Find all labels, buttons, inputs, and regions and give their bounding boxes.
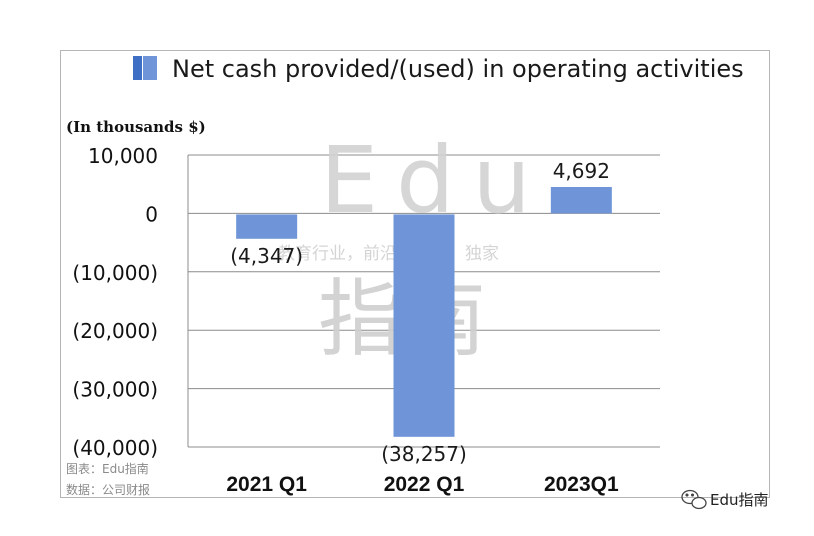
- legend-label: Net cash provided/(used) in operating ac…: [172, 55, 744, 83]
- brand: Edu指南: [681, 489, 769, 510]
- watermark-tagline: 教育行业，前沿、深度、独家: [278, 244, 499, 264]
- legend-swatch-dark: [133, 56, 142, 80]
- legend-swatch: [143, 56, 157, 80]
- bars: [236, 186, 612, 437]
- x-tick-label: 2021 Q1: [226, 473, 307, 496]
- source-line-1: 图表：Edu指南: [66, 461, 149, 476]
- data-label: 4,692: [553, 159, 610, 183]
- y-tick-label: 0: [145, 202, 158, 226]
- y-axis-ticks: 10,000 0 (10,000) (20,000) (30,000) (40,000): [72, 144, 158, 460]
- y-tick-label: (10,000): [72, 261, 158, 285]
- y-tick-label: 10,000: [88, 144, 158, 168]
- x-axis-ticks: 2021 Q1 2022 Q1 2023Q1: [226, 473, 619, 496]
- data-labels: (4,347) (38,257) 4,692: [230, 159, 610, 466]
- wechat-icon: [681, 489, 707, 510]
- data-label: (38,257): [381, 442, 467, 466]
- bar-1: [236, 214, 298, 239]
- unit-label: (In thousands $): [66, 118, 206, 136]
- x-tick-label: 2022 Q1: [384, 473, 465, 496]
- x-tick-label: 2023Q1: [544, 473, 619, 496]
- bar-3: [550, 186, 612, 214]
- legend: Net cash provided/(used) in operating ac…: [133, 55, 744, 83]
- y-tick-label: (30,000): [72, 378, 158, 402]
- y-tick-label: (40,000): [72, 436, 158, 460]
- bar-2: [393, 214, 455, 437]
- source-line-2: 数据：公司财报: [66, 482, 150, 497]
- y-tick-label: (20,000): [72, 319, 158, 343]
- brand-text: Edu指南: [710, 491, 769, 509]
- data-label: (4,347): [230, 244, 303, 268]
